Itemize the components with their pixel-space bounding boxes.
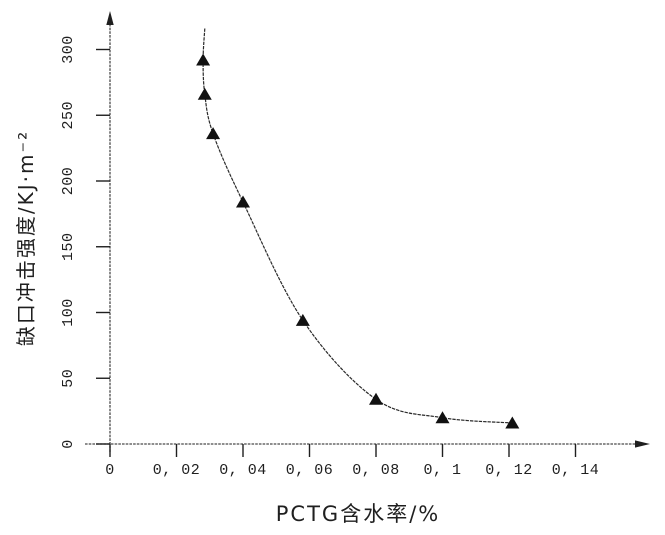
x-axis-ticks: 0 0, 02 0, 04 0, 06 0, 08 0, 1 0, 12 0, 14 — [105, 444, 599, 479]
data-point-marker — [369, 392, 383, 405]
x-tick-label: 0, 1 — [423, 462, 461, 479]
data-point-marker — [505, 416, 520, 429]
y-tick-label: 50 — [60, 369, 77, 388]
x-tick-label: 0, 14 — [552, 462, 600, 479]
data-point-marker — [206, 127, 221, 140]
data-point-marker — [435, 411, 450, 424]
y-tick-label: 100 — [60, 298, 77, 327]
y-tick-label: 300 — [60, 35, 77, 64]
data-point-marker — [197, 87, 212, 100]
data-point-marker — [236, 195, 250, 208]
x-tick-label: 0, 04 — [219, 462, 267, 479]
y-tick-label: 250 — [60, 101, 77, 130]
y-tick-label: 150 — [60, 232, 77, 261]
x-tick-label: 0, 12 — [485, 462, 533, 479]
x-axis-arrow-icon — [635, 440, 650, 448]
y-axis-arrow-icon — [106, 11, 114, 25]
y-tick-label: 200 — [60, 167, 77, 196]
y-axis-ticks: 0 50 100 150 200 250 300 — [60, 35, 110, 449]
data-curve — [202, 28, 513, 424]
y-tick-label: 0 — [60, 439, 77, 449]
data-points — [196, 53, 520, 429]
x-tick-label: 0, 06 — [286, 462, 334, 479]
x-tick-label: 0 — [105, 462, 115, 479]
y-axis-title: 缺口冲击强度/KJ·m⁻² — [14, 130, 38, 346]
data-point-marker — [196, 53, 211, 66]
data-point-marker — [295, 313, 310, 326]
curve-path — [202, 28, 513, 424]
x-axis-title: PCTG含水率/% — [276, 502, 440, 526]
x-tick-label: 0, 08 — [352, 462, 400, 479]
axes — [85, 11, 650, 452]
x-tick-label: 0, 02 — [153, 462, 201, 479]
